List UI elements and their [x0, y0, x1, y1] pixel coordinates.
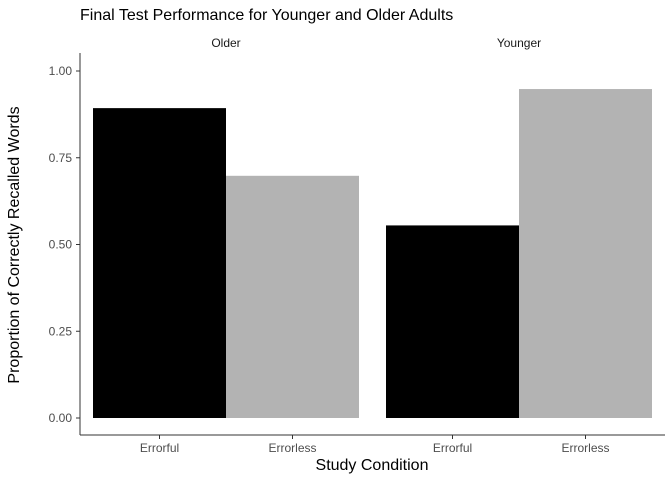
facet-label: Older	[211, 36, 240, 50]
x-tick-label: Errorful	[433, 441, 472, 455]
x-tick-label: Errorful	[140, 441, 179, 455]
y-axis-ticks: 0.00 0.25 0.50 0.75 1.00	[49, 64, 80, 425]
y-tick-label: 1.00	[49, 64, 73, 78]
chart-title: Final Test Performance for Younger and O…	[80, 7, 453, 24]
y-tick-label: 0.50	[49, 238, 73, 252]
y-axis-title: Proportion of Correctly Recalled Words	[6, 106, 23, 383]
x-tick-label: Errorless	[268, 441, 316, 455]
facet-panel-older: Older Errorful Errorless	[93, 36, 359, 455]
y-tick-label: 0.75	[49, 151, 73, 165]
facet-panels: Older Errorful Errorless Younger Errorful Err…	[93, 36, 652, 455]
y-tick-label: 0.00	[49, 411, 73, 425]
bar-younger-errorful	[386, 225, 519, 418]
bar-older-errorless	[226, 175, 359, 418]
bar-younger-errorless	[519, 89, 652, 418]
facet-label: Younger	[497, 36, 541, 50]
x-axis-title: Study Condition	[316, 457, 429, 474]
x-tick-label: Errorless	[561, 441, 609, 455]
facet-panel-younger: Younger Errorful Errorless	[386, 36, 652, 455]
bar-older-errorful	[93, 108, 226, 418]
y-tick-label: 0.25	[49, 324, 73, 338]
